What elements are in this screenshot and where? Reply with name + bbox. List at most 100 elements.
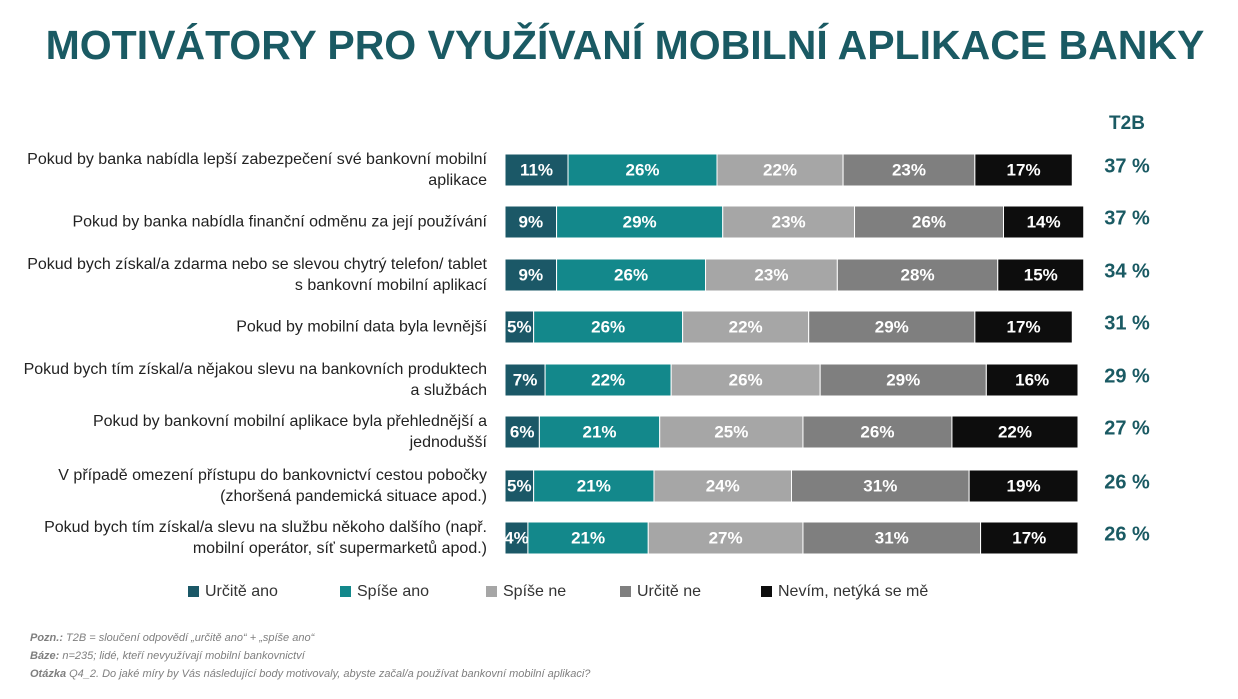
legend-label: Spíše ne	[503, 583, 566, 600]
value-label: 28%	[901, 265, 935, 284]
value-label: 21%	[583, 422, 617, 441]
value-label: 31%	[875, 528, 909, 547]
value-label: 25%	[714, 422, 748, 441]
bar-segment	[544, 363, 672, 397]
bar-segment	[974, 310, 1073, 344]
legend-label: Nevím, netýká se mě	[778, 583, 928, 600]
t2b-value: 29 %	[1104, 365, 1150, 387]
category-label: Pokud by bankovní mobilní aplikace byla …	[92, 413, 487, 451]
value-label: 16%	[1015, 370, 1049, 389]
bar-segment	[802, 521, 982, 555]
value-label: 15%	[1024, 265, 1058, 284]
value-label: 6%	[510, 422, 535, 441]
bar-segment	[533, 310, 684, 344]
footnote: Báze: n=235; lidé, kteří nevyužívají mobi…	[30, 650, 305, 662]
bar-segment	[538, 415, 661, 449]
t2b-value: 34 %	[1104, 260, 1150, 282]
footnote: Pozn.: T2B = sloučení odpovědí „určitě an…	[30, 632, 314, 644]
bar-segment	[504, 469, 535, 503]
bar-segment	[504, 205, 558, 239]
bar-segment	[556, 258, 707, 292]
value-label: 26%	[860, 422, 894, 441]
legend-swatch	[761, 586, 772, 597]
category-label: Pokud bych získal/a zdarma nebo se slevo…	[27, 256, 487, 294]
bar-segment	[968, 469, 1079, 503]
t2b-header: T2B	[1109, 113, 1145, 134]
category-label: Pokud by banka nabídla finanční odměnu z…	[72, 213, 487, 231]
bar-segment	[659, 415, 804, 449]
value-label: 21%	[571, 528, 605, 547]
value-label: 14%	[1027, 212, 1061, 231]
footnote-text: T2B = sloučení odpovědí „určitě ano“ + „…	[66, 632, 315, 644]
value-label: 9%	[518, 212, 543, 231]
bar-segment	[791, 469, 970, 503]
legend-label: Určitě ano	[205, 583, 278, 600]
bar-segment	[722, 205, 856, 239]
bar-segment	[974, 153, 1073, 187]
value-label: 19%	[1007, 476, 1041, 495]
category-label: V případě omezení přístupu do bankovnict…	[58, 467, 487, 505]
value-label: 23%	[772, 212, 806, 231]
value-label: 26%	[626, 160, 660, 179]
value-label: 22%	[729, 317, 763, 336]
value-label: 29%	[623, 212, 657, 231]
bar-segment	[1003, 205, 1085, 239]
bar-segment	[504, 363, 546, 397]
bar-segment	[985, 363, 1079, 397]
bar-segment	[705, 258, 838, 292]
bar-segment	[567, 153, 718, 187]
category-label: Pokud bych tím získal/a nějakou slevu na…	[23, 361, 487, 399]
value-label: 31%	[863, 476, 897, 495]
bar-segment	[808, 310, 976, 344]
bar-segment	[802, 415, 953, 449]
t2b-value: 26 %	[1104, 471, 1150, 493]
bar-segment	[682, 310, 810, 344]
bar-segment	[951, 415, 1079, 449]
value-label: 21%	[577, 476, 611, 495]
t2b-value: 26 %	[1104, 523, 1150, 545]
bar-segment	[670, 363, 821, 397]
footnote: Otázka Q4_2. Do jaké míry by Vás následuj…	[30, 668, 590, 680]
bar-segment	[504, 153, 569, 187]
value-label: 11%	[520, 160, 553, 179]
legend-label: Spíše ano	[357, 583, 429, 600]
value-label: 17%	[1007, 160, 1041, 179]
value-label: 22%	[998, 422, 1032, 441]
value-label: 26%	[912, 212, 946, 231]
bar-segment	[556, 205, 724, 239]
legend-swatch	[486, 586, 497, 597]
value-label: 24%	[706, 476, 740, 495]
category-label: Pokud by mobilní data byla levnější	[236, 318, 487, 336]
footnote-text: n=235; lidé, kteří nevyužívají mobilní b…	[62, 650, 305, 662]
value-label: 27%	[709, 528, 743, 547]
value-label: 17%	[1007, 317, 1041, 336]
bar-segment	[997, 258, 1085, 292]
chart-title: MOTIVÁTORY PRO VYUŽÍVANÍ MOBILNÍ APLIKAC…	[46, 22, 1205, 68]
t2b-value: 37 %	[1104, 155, 1150, 177]
footnote-text: Q4_2. Do jaké míry by Vás následující bo…	[69, 668, 591, 680]
bar-segment	[980, 521, 1079, 555]
bar-segment	[647, 521, 804, 555]
t2b-value: 31 %	[1104, 312, 1150, 334]
footnote-label: Pozn.:	[30, 632, 63, 644]
bar-segment	[854, 205, 1005, 239]
value-label: 7%	[513, 370, 538, 389]
value-label: 22%	[763, 160, 797, 179]
value-label: 17%	[1012, 528, 1046, 547]
legend-swatch	[340, 586, 351, 597]
value-label: 23%	[754, 265, 788, 284]
category-label: Pokud bych tím získal/a slevu na službu …	[44, 519, 487, 557]
bar-segment	[504, 310, 535, 344]
value-label: 9%	[518, 265, 543, 284]
value-label: 29%	[886, 370, 920, 389]
t2b-value: 37 %	[1104, 207, 1150, 229]
value-label: 26%	[591, 317, 625, 336]
legend-swatch	[620, 586, 631, 597]
value-label: 4%	[504, 528, 529, 547]
value-label: 29%	[875, 317, 909, 336]
value-label: 5%	[507, 317, 532, 336]
t2b-value: 27 %	[1104, 417, 1150, 439]
value-label: 22%	[591, 370, 625, 389]
